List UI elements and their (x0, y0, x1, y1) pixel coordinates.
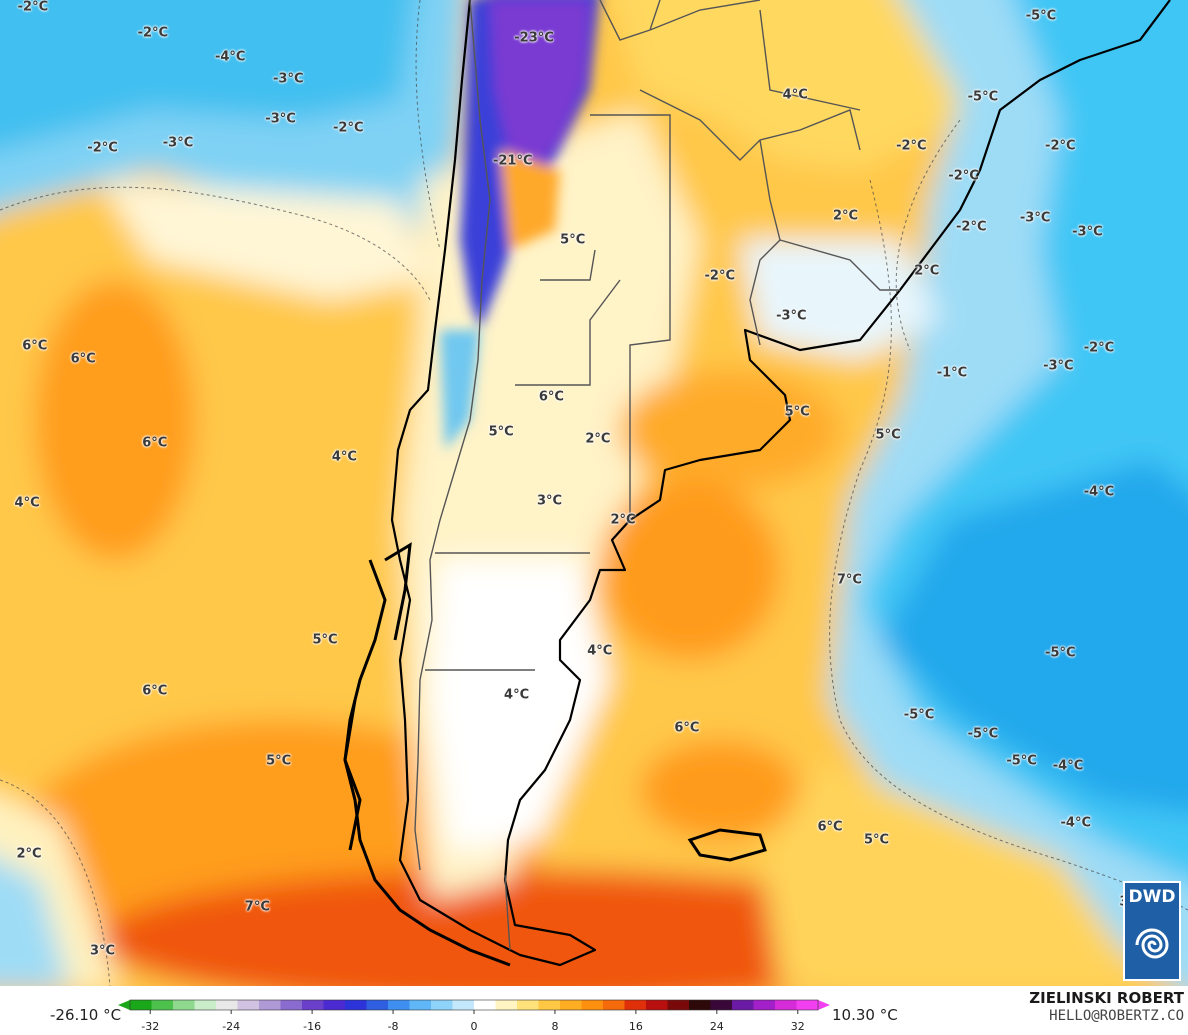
legend-swatch (173, 1000, 195, 1010)
legend-swatch (474, 1000, 496, 1010)
legend-swatch (624, 1000, 647, 1010)
legend-swatch (603, 1000, 625, 1010)
legend-tick-label: -24 (222, 1020, 241, 1033)
legend-swatch (495, 1000, 518, 1010)
isotherms (0, 0, 1188, 986)
archipelago (343, 542, 767, 967)
author-email[interactable]: HELLO@ROBERTZ.CO (1049, 1008, 1184, 1024)
legend-swatch (560, 1000, 582, 1010)
legend-swatch (775, 1000, 797, 1010)
legend-tick-label: -8 (387, 1020, 399, 1033)
legend-min-value: -26.10 °C (50, 1006, 122, 1024)
legend-swatch (796, 1000, 819, 1010)
legend-swatch (323, 1000, 346, 1010)
legend-swatch (732, 1000, 754, 1010)
color-scale (118, 999, 830, 1014)
legend-swatch (753, 1000, 776, 1010)
legend-swatch (302, 1000, 324, 1010)
legend-swatch (646, 1000, 668, 1010)
legend-tick-label: 16 (628, 1020, 643, 1033)
legend-tick-label: -16 (303, 1020, 322, 1033)
legend-swatch (130, 1000, 152, 1010)
legend-swatch (667, 1000, 690, 1010)
legend-tick-label: -32 (141, 1020, 160, 1033)
legend-swatch (366, 1000, 389, 1010)
dwd-logo: DWD (1123, 881, 1181, 981)
legend-swatch (345, 1000, 367, 1010)
legend-arrow-right (818, 1000, 830, 1010)
dwd-logo-text: DWD (1128, 887, 1176, 907)
legend-tick-label: 32 (790, 1020, 805, 1033)
legend-swatch (151, 1000, 174, 1010)
legend-swatch (237, 1000, 260, 1010)
legend-arrow-left (118, 1000, 130, 1010)
legend-swatch (216, 1000, 238, 1010)
legend-swatch (710, 1000, 733, 1010)
legend-swatch (517, 1000, 539, 1010)
legend-swatch (689, 1000, 711, 1010)
legend-swatch (538, 1000, 561, 1010)
legend-max-value: 10.30 °C (832, 1006, 898, 1024)
legend-swatch (194, 1000, 217, 1010)
legend-tick-label: 24 (709, 1020, 724, 1033)
legend-swatch (280, 1000, 303, 1010)
temperature-shading (0, 0, 1188, 986)
legend-swatch (581, 1000, 604, 1010)
temperature-field (0, 0, 1188, 986)
legend-tick-label: 0 (470, 1020, 478, 1033)
author-name: ZIELINSKI ROBERT (1029, 989, 1184, 1007)
swirl-icon (1135, 928, 1169, 959)
legend-swatch (452, 1000, 475, 1010)
borders (414, 0, 900, 951)
legend-swatch (259, 1000, 281, 1010)
temperature-map[interactable]: -2°C -2°C -4°C -3°C -3°C -2°C -2°C -3°C -23°C -21… (0, 0, 1188, 986)
legend-swatch (409, 1000, 432, 1010)
legend-swatch (431, 1000, 453, 1010)
legend-bar: -26.10 °C -32 -24 -16 -8 0 8 16 24 32 10.30 °C Z… (0, 986, 1188, 1035)
legend-swatch (388, 1000, 410, 1010)
andes-cold-core (440, 0, 599, 450)
legend-tick-label: 8 (551, 1020, 559, 1033)
